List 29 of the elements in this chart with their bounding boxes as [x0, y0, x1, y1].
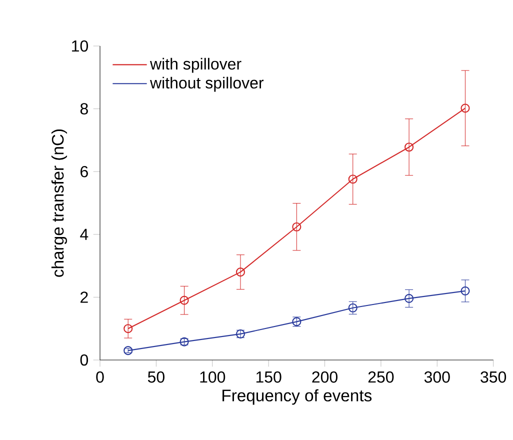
- legend-label: without spillover: [150, 76, 264, 92]
- y-tick-label: 8: [80, 103, 88, 114]
- legend-label: with spillover: [150, 58, 242, 73]
- y-tick-label: 0: [80, 354, 88, 366]
- y-axis-title: charge transfer (nC): [51, 130, 67, 277]
- point: [124, 346, 133, 356]
- point: [404, 294, 414, 303]
- x-tick-label: 200: [312, 371, 338, 383]
- point: [348, 303, 358, 312]
- x-tick-label: 50: [148, 371, 164, 383]
- y-tick-label: 10: [72, 40, 88, 52]
- y-tick-label: 6: [80, 166, 88, 178]
- point: [292, 222, 302, 232]
- y-tick-label: 2: [80, 292, 88, 303]
- point: [460, 104, 470, 113]
- x-axis-title: Frequency of events: [222, 389, 372, 405]
- x-tick-label: 250: [368, 371, 394, 383]
- x-tick-label: 150: [256, 371, 282, 383]
- x-tick-label: 300: [424, 371, 450, 383]
- point: [236, 268, 246, 277]
- point: [124, 324, 133, 334]
- point: [348, 174, 358, 184]
- point: [404, 142, 414, 152]
- x-tick-label: 350: [480, 371, 506, 383]
- x-tick-label: 100: [200, 371, 226, 383]
- point: [180, 296, 189, 305]
- x-tick-label: 0: [96, 371, 104, 383]
- y-tick-label: 4: [80, 228, 88, 240]
- point: [460, 286, 470, 296]
